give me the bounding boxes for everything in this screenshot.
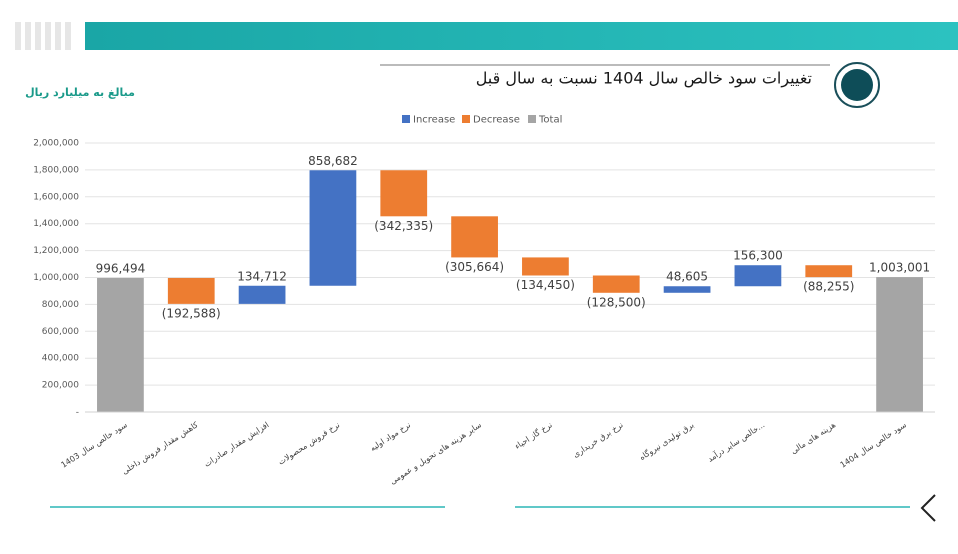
stripe: [55, 22, 61, 50]
y-tick-label: 1,600,000: [33, 192, 79, 202]
x-tick-label: هزینه های مالی: [789, 420, 837, 456]
stripe: [15, 22, 21, 50]
icon-ring: [834, 62, 880, 108]
x-tick-label: سود خالص سال 1403: [59, 420, 129, 470]
bar: [167, 277, 215, 304]
x-tick-label: نرخ گاز احیاء: [513, 419, 554, 451]
value-label: (192,588): [162, 306, 221, 320]
x-tick-label: برق تولیدی نیروگاه: [637, 419, 695, 462]
value-label: 134,712: [237, 269, 287, 283]
y-tick-label: 1,400,000: [33, 219, 79, 229]
y-tick-label: 1,000,000: [33, 273, 79, 283]
value-label: 156,300: [733, 249, 783, 263]
y-tick-label: -: [76, 408, 79, 418]
y-tick-label: 400,000: [42, 354, 79, 364]
legend-swatch: [462, 115, 470, 123]
header-bar: [85, 22, 958, 50]
y-tick-label: 2,000,000: [33, 139, 79, 149]
y-tick-label: 1,800,000: [33, 165, 79, 175]
x-tick-label: نرخ مواد اولیه: [368, 420, 412, 453]
y-tick-label: 800,000: [42, 300, 79, 310]
x-tick-label: نرخ فروش محصولات: [277, 420, 342, 466]
plot: - 200,000 400,000 600,000 800,000 1,000,000 1,…: [33, 115, 935, 486]
bar: [663, 286, 711, 293]
value-label: 996,494: [96, 261, 146, 275]
subtitle: مبالغ به میلیارد ریال: [25, 86, 135, 99]
x-tick-label: کاهش مقدار فروش داخلی: [120, 420, 200, 476]
value-label: 858,682: [308, 154, 358, 168]
value-label: 1,003,001: [869, 261, 930, 275]
stripe: [35, 22, 41, 50]
value-label: (305,664): [445, 260, 504, 274]
value-label: (128,500): [587, 295, 646, 309]
stripe: [25, 22, 31, 50]
legend-label: Decrease: [473, 115, 520, 126]
icon: [841, 69, 873, 101]
legend-swatch: [402, 115, 410, 123]
bar: [805, 265, 853, 278]
stripe: [65, 22, 71, 50]
value-label: (342,335): [374, 219, 433, 233]
legend-label: Increase: [413, 115, 455, 126]
value-label: 48,605: [666, 270, 708, 284]
bar: [734, 265, 782, 287]
back-arrow[interactable]: [920, 494, 936, 522]
legend-label: Total: [538, 115, 562, 126]
x-tick-label: افزایش مقدار صادرات: [203, 420, 271, 469]
x-tick-label: سود خالص سال 1404: [839, 420, 909, 470]
legend-swatch: [528, 115, 536, 123]
x-tick-label: نرخ برق خریداری: [571, 420, 624, 459]
bar: [238, 285, 286, 304]
value-label: (134,450): [516, 278, 575, 292]
y-tick-label: 1,200,000: [33, 246, 79, 256]
bar: [592, 275, 640, 293]
stripe: [45, 22, 51, 50]
x-tick-label: خالص سایر درآمد...: [705, 419, 766, 463]
bar: [522, 257, 569, 276]
chart-title: تغییرات سود خالص سال 1404 نسبت به سال قب…: [476, 69, 812, 89]
bar: [380, 170, 428, 217]
y-tick-label: 200,000: [42, 381, 79, 391]
bar: [451, 216, 498, 258]
bar: [309, 170, 357, 286]
value-label: (88,255): [803, 280, 854, 294]
bar: [97, 277, 144, 412]
bar: [876, 277, 923, 412]
y-tick-label: 600,000: [42, 327, 79, 337]
